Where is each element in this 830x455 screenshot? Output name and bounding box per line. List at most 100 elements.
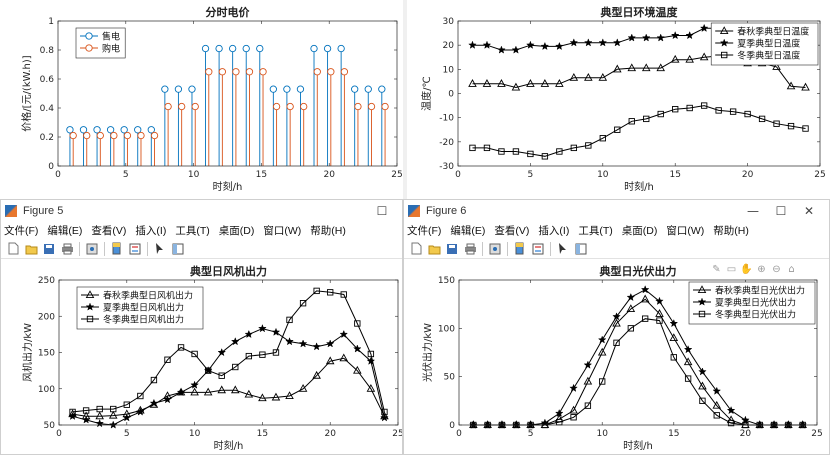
zoom-out-icon[interactable]: ⊖ — [772, 264, 781, 275]
edit-plot-arrow-icon[interactable] — [556, 242, 570, 256]
maximize-icon[interactable]: ☐ — [775, 204, 787, 218]
menu-view[interactable]: 查看(V) — [494, 225, 530, 237]
brush-icon[interactable]: ✎ — [712, 264, 721, 275]
stem-marker — [340, 68, 349, 76]
data-point — [244, 389, 254, 398]
data-point — [232, 363, 239, 371]
pan-icon[interactable]: ✋ — [740, 264, 753, 275]
stem-marker — [66, 126, 74, 134]
stem-marker — [323, 44, 332, 53]
menu-desktop[interactable]: 桌面(D) — [218, 225, 255, 237]
new-figure-icon[interactable] — [6, 242, 20, 256]
menu-tools[interactable]: 工具(T) — [578, 225, 613, 237]
stem-marker — [69, 131, 77, 140]
print-icon[interactable] — [60, 242, 74, 256]
data-point — [729, 108, 737, 115]
minimize-icon[interactable]: — — [747, 204, 759, 218]
data-point — [569, 73, 579, 81]
open-file-icon[interactable] — [24, 242, 38, 256]
menu-file[interactable]: 文件(F) — [4, 225, 39, 237]
data-point — [177, 344, 185, 351]
restore-icon[interactable]: ☐ — [376, 204, 388, 218]
legend-entry: 春秋季典型日风机出力 — [103, 290, 193, 302]
menu-window[interactable]: 窗口(W) — [263, 225, 302, 237]
figure-6-toolbar — [404, 239, 829, 259]
insert-legend-icon[interactable] — [128, 242, 142, 256]
data-point — [585, 142, 592, 149]
pv-power-chart: 典型日光伏出力 0 5 10 15 20 25 0 50 100 150 时刻/h 光伏出力/kW 春秋季… — [421, 264, 823, 452]
menu-view[interactable]: 查看(V) — [91, 225, 127, 237]
x-tick-label: 15 — [668, 429, 679, 439]
menu-desktop[interactable]: 桌面(D) — [621, 225, 658, 237]
link-plot-icon[interactable] — [85, 242, 99, 256]
stem-marker — [367, 102, 376, 111]
menu-insert[interactable]: 插入(I) — [538, 225, 570, 237]
x-tick-label: 5 — [124, 429, 130, 439]
menu-file[interactable]: 文件(F) — [407, 225, 442, 237]
data-point — [259, 351, 266, 358]
insert-colorbar-icon[interactable] — [513, 242, 527, 256]
menu-help[interactable]: 帮助(H) — [310, 225, 346, 237]
menu-edit[interactable]: 编辑(E) — [450, 225, 486, 237]
data-point — [497, 45, 506, 54]
data-point — [271, 327, 281, 336]
property-inspector-icon[interactable] — [171, 242, 185, 256]
menu-help[interactable]: 帮助(H) — [713, 225, 749, 237]
menu-window[interactable]: 窗口(W) — [666, 225, 705, 237]
save-icon[interactable] — [42, 242, 56, 256]
stem-marker — [310, 44, 318, 53]
stem-marker — [201, 44, 210, 53]
data-tip-icon[interactable]: ▭ — [726, 264, 737, 275]
menu-insert[interactable]: 插入(I) — [135, 225, 167, 237]
x-axis-label: 时刻/h — [624, 180, 654, 193]
data-point — [285, 337, 294, 346]
menu-edit[interactable]: 编辑(E) — [47, 225, 83, 237]
legend-box — [710, 22, 819, 66]
data-point — [353, 365, 362, 374]
y-tick-label: 50 — [444, 373, 456, 383]
data-point — [149, 398, 159, 408]
save-icon[interactable] — [445, 242, 459, 256]
edit-plot-arrow-icon[interactable] — [153, 242, 167, 256]
toolbar-separator — [79, 241, 80, 256]
legend-marker — [697, 297, 707, 306]
legend-marker — [719, 38, 729, 47]
new-figure-icon[interactable] — [409, 242, 423, 256]
legend-marker — [85, 302, 95, 311]
y-tick-label: 0 — [448, 90, 454, 100]
figure-6-menubar: 文件(F) 编辑(E) 查看(V) 插入(I) 工具(T) 桌面(D) 窗口(W… — [404, 222, 829, 239]
x-tick-label: 10 — [596, 429, 608, 439]
data-point — [626, 292, 636, 302]
insert-legend-icon[interactable] — [531, 242, 545, 256]
data-point — [712, 386, 722, 395]
figure-6-titlebar[interactable]: Figure 6 — ☐ ✕ — [404, 200, 829, 222]
close-icon[interactable]: ✕ — [803, 204, 815, 218]
zoom-in-icon[interactable]: ⊕ — [757, 264, 766, 275]
legend-entry: 夏季典型日温度 — [737, 38, 800, 50]
data-point — [670, 354, 677, 361]
stem-marker — [283, 85, 291, 93]
x-tick-label: 25 — [391, 170, 402, 180]
stem-marker — [188, 85, 196, 93]
legend-marker — [721, 51, 728, 59]
data-point — [218, 372, 225, 379]
link-plot-icon[interactable] — [488, 242, 502, 256]
property-inspector-icon[interactable] — [574, 242, 588, 256]
figure-5-plot-area: 典型日风机出力 0 5 10 15 20 25 50 100 150 200 250 时刻/h 风机出力/… — [1, 259, 402, 454]
open-file-icon[interactable] — [427, 242, 441, 256]
chart-title: 典型日光伏出力 — [600, 264, 677, 278]
legend-entry: 春秋季典型日温度 — [737, 26, 809, 38]
data-point — [627, 63, 637, 72]
figure-5-titlebar[interactable]: Figure 5 ☐ — [1, 200, 402, 222]
data-point — [367, 350, 375, 358]
insert-colorbar-icon[interactable] — [110, 242, 124, 256]
data-point — [569, 405, 578, 414]
home-icon[interactable]: ⌂ — [788, 264, 795, 275]
figure-5-window: Figure 5 ☐ 文件(F) 编辑(E) 查看(V) 插入(I) 工具(T)… — [0, 199, 403, 455]
print-icon[interactable] — [463, 242, 477, 256]
menu-tools[interactable]: 工具(T) — [175, 225, 210, 237]
data-point — [469, 144, 476, 152]
data-point — [525, 40, 535, 49]
legend-box — [688, 281, 816, 325]
data-point — [150, 376, 158, 384]
